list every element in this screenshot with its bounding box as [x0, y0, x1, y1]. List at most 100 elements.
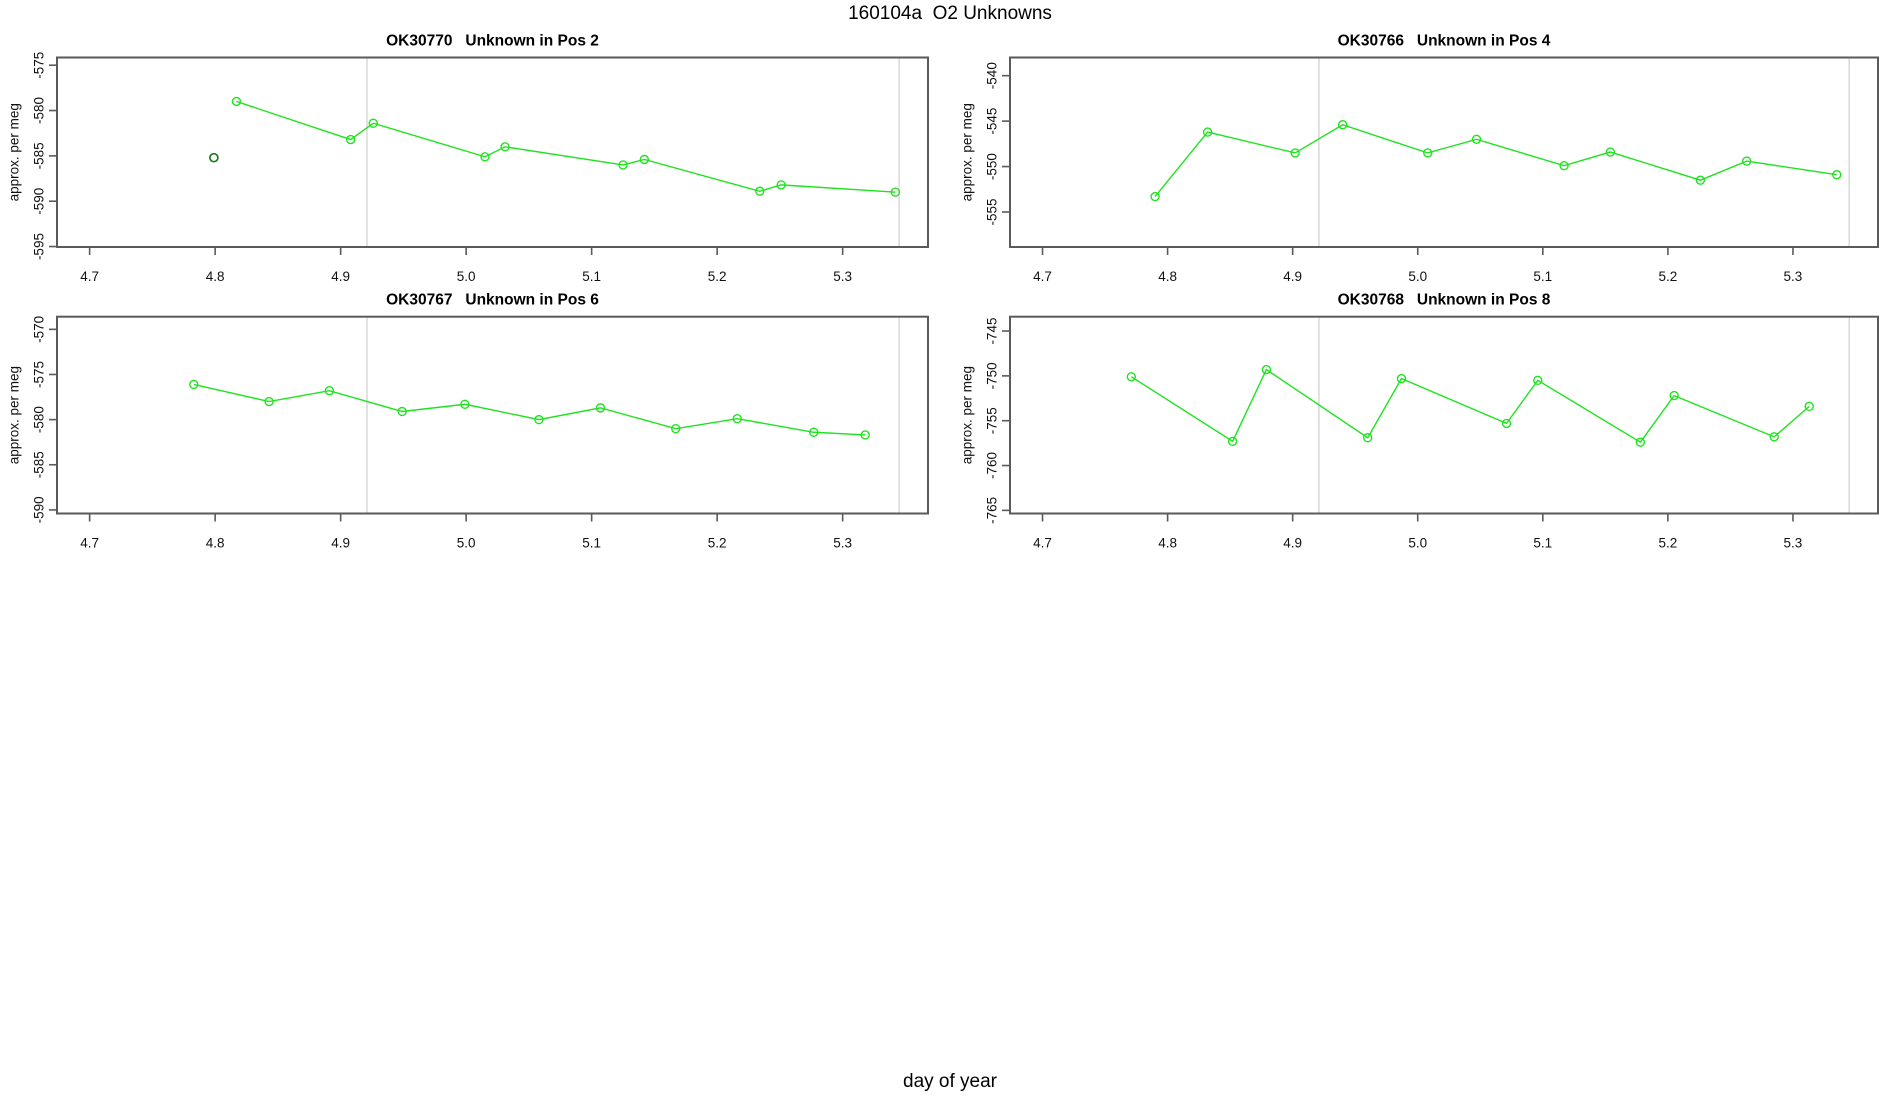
data-point-marker — [534, 414, 544, 425]
y-axis-label: approx. per meg — [960, 103, 975, 201]
data-point-marker — [1150, 191, 1160, 202]
data-point-marker — [639, 154, 650, 165]
x-tick-label: 4.8 — [206, 269, 225, 284]
data-point-marker — [480, 152, 490, 162]
data-point-marker — [324, 386, 335, 396]
data-point-marker — [1769, 432, 1779, 442]
x-tick-label: 5.3 — [1784, 269, 1803, 284]
y-tick-label: -755 — [985, 407, 1000, 434]
data-point-marker — [671, 423, 681, 434]
data-point-marker — [1363, 433, 1373, 443]
y-tick-label: -575 — [32, 52, 47, 79]
data-point-marker — [368, 118, 378, 128]
data-point-marker — [1290, 148, 1300, 158]
series-line — [193, 383, 866, 436]
y-tick-label: -585 — [32, 451, 47, 478]
plot-box — [1009, 56, 1879, 248]
x-tick-label: 4.9 — [331, 536, 350, 551]
y-tick-label: -550 — [985, 153, 1000, 180]
y-tick-label: -580 — [32, 97, 47, 124]
series-line — [1154, 123, 1837, 197]
x-tick-label: 5.3 — [1784, 536, 1803, 551]
y-tick-label: -760 — [985, 452, 1000, 479]
x-tick-label: 5.0 — [1408, 269, 1427, 284]
data-point-marker — [809, 427, 819, 437]
data-point-marker — [1804, 401, 1814, 412]
plot-box — [56, 315, 929, 515]
y-tick-label: -590 — [32, 496, 47, 523]
x-tick-label: 5.2 — [708, 269, 727, 284]
panel-title: OK30766 Unknown in Pos 4 — [1338, 33, 1551, 50]
data-point-marker — [860, 430, 870, 440]
panel-title: OK30770 Unknown in Pos 2 — [386, 33, 599, 50]
x-axis-title: day of year — [903, 1071, 997, 1092]
y-axis-label: approx. per meg — [7, 366, 22, 464]
panel-title: OK30767 Unknown in Pos 6 — [386, 292, 599, 309]
y-tick-label: -570 — [32, 316, 47, 343]
data-point-marker — [890, 187, 901, 197]
series-line — [236, 100, 896, 193]
x-tick-label: 5.0 — [457, 269, 476, 284]
data-point-marker — [776, 180, 786, 190]
data-point-marker — [1423, 148, 1433, 158]
y-tick-label: -555 — [985, 198, 1000, 225]
data-point-marker — [397, 406, 407, 417]
plot-box — [1009, 315, 1879, 515]
x-tick-label: 4.8 — [1158, 536, 1177, 551]
data-point-marker — [1559, 160, 1569, 171]
data-point-marker — [189, 379, 199, 390]
x-tick-label: 5.1 — [1533, 269, 1552, 284]
x-tick-label: 4.8 — [1158, 269, 1177, 284]
series-line — [1130, 368, 1810, 444]
x-tick-label: 5.1 — [1533, 536, 1552, 551]
y-axis-label: approx. per meg — [960, 366, 975, 464]
data-point-marker — [618, 160, 628, 170]
panel-title: OK30768 Unknown in Pos 8 — [1338, 292, 1551, 309]
x-tick-label: 5.0 — [1408, 536, 1427, 551]
plot-box — [56, 56, 929, 248]
page-title: 160104a O2 Unknowns — [848, 3, 1052, 24]
y-tick-label: -545 — [985, 108, 1000, 135]
x-tick-label: 4.9 — [1283, 269, 1302, 284]
data-point-marker — [1261, 364, 1272, 375]
data-point-marker — [345, 134, 356, 145]
data-point-marker — [755, 186, 765, 196]
x-tick-label: 4.9 — [1283, 536, 1302, 551]
data-point-marker — [1695, 175, 1706, 185]
data-point-marker — [1396, 373, 1407, 384]
x-tick-label: 4.7 — [80, 536, 99, 551]
data-point-marker — [460, 399, 470, 409]
x-tick-label: 4.7 — [1033, 536, 1052, 551]
data-point-marker — [1635, 437, 1646, 447]
x-tick-label: 4.7 — [80, 269, 99, 284]
data-point-marker — [1741, 156, 1752, 166]
y-tick-label: -745 — [985, 318, 1000, 345]
outlier-point-marker — [209, 152, 219, 163]
data-point-marker — [1227, 436, 1238, 447]
y-axis-label: approx. per meg — [7, 103, 22, 201]
data-point-marker — [1605, 147, 1616, 157]
y-tick-label: -750 — [985, 362, 1000, 389]
data-point-marker — [1669, 390, 1679, 401]
data-point-marker — [1533, 375, 1543, 386]
data-point-marker — [1126, 372, 1137, 382]
y-tick-label: -585 — [32, 142, 47, 169]
x-tick-label: 4.7 — [1033, 269, 1052, 284]
data-point-marker — [1501, 418, 1512, 429]
data-point-marker — [1337, 120, 1348, 130]
x-tick-label: 5.0 — [457, 536, 476, 551]
x-tick-label: 5.3 — [833, 536, 852, 551]
x-tick-label: 5.2 — [1658, 269, 1677, 284]
data-point-marker — [1202, 127, 1213, 137]
data-point-marker — [231, 96, 242, 107]
x-tick-label: 5.1 — [582, 269, 601, 284]
y-tick-label: -765 — [985, 497, 1000, 524]
data-point-marker — [1832, 170, 1842, 180]
y-tick-label: -580 — [32, 406, 47, 433]
data-point-marker — [264, 396, 274, 407]
y-tick-label: -575 — [32, 361, 47, 388]
y-tick-label: -590 — [32, 188, 47, 215]
data-point-marker — [595, 403, 606, 413]
x-tick-label: 5.3 — [833, 269, 852, 284]
